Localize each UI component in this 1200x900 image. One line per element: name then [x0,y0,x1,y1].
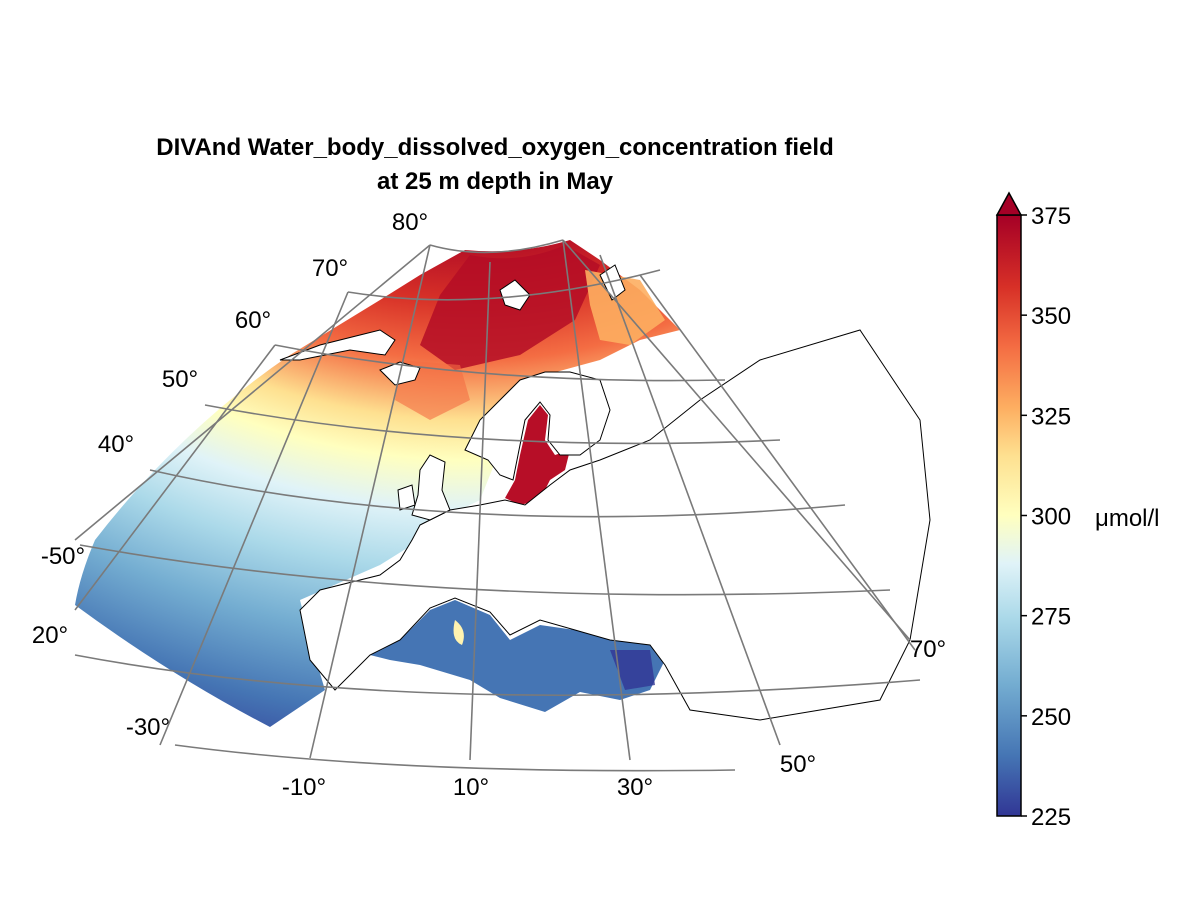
svalbard [499,279,531,311]
lat-label-70: 70° [312,255,348,282]
lon-label-minus10: -10° [282,774,326,801]
figure-title-line-2: at 25 m depth in May [376,168,614,195]
parallel-10 [174,744,736,772]
sector-boundary-left [74,244,431,541]
meridian-w10 [309,244,431,759]
lat-label-20: 20° [32,622,68,649]
lon-label-50: 50° [780,751,816,778]
mediterranean-sea [370,600,665,712]
longitude-labels: -30° -10° 10° 30° 50° 70° [126,636,946,801]
colorbar-extend-triangle [995,191,1023,216]
parallel-20 [74,654,921,697]
sector-boundary-right [562,239,911,641]
lat-label-80: 80° [392,209,428,236]
lat-label-60: 60° [235,307,271,334]
scandinavia [464,371,611,481]
lat-label-50: 50° [162,366,198,393]
parallel-70 [347,269,661,301]
colorbar-ticks: 375 350 325 300 275 250 225 [1021,203,1071,831]
figure-title-line-1: DIVAnd Water_body_dissolved_oxygen_conce… [156,134,834,161]
colorbar-tick-label: 300 [1031,504,1071,531]
meridian-e30 [562,239,631,761]
colorbar-tick-label: 250 [1031,704,1071,731]
ireland [397,484,416,511]
meridian-e50 [599,254,781,746]
parallel-80 [429,239,564,254]
colorbar-tick-label: 225 [1031,804,1071,831]
colorbar-body [996,214,1022,817]
lat-label-minus50: -50° [41,543,85,570]
meridian-e10 [469,261,491,761]
europe-mainland [299,329,931,721]
parallel-40 [149,469,846,518]
meridian-e70 [639,274,916,651]
parallel-30 [79,544,891,596]
meridian-w30 [159,291,349,746]
parallel-60 [274,344,726,382]
lon-label-10: 10° [453,774,489,801]
colorbar-tick-label: 375 [1031,203,1071,230]
parallel-50 [204,404,781,445]
meridian-w50 [74,344,276,611]
colorbar-tick-label: 275 [1031,604,1071,631]
latitude-labels: 80° 70° 60° 50° 40° -50° 20° [32,209,428,649]
lon-label-70: 70° [910,636,946,663]
land-areas [279,264,931,721]
lon-label-minus30: -30° [126,714,170,741]
graticule [74,239,921,772]
greenland-coast [279,329,396,361]
colorbar-unit-label: μmol/l [1095,505,1160,532]
lon-label-30: 30° [617,774,653,801]
british-isles [411,454,451,521]
colorbar: 375 350 325 300 275 250 225 μmol/l [995,191,1160,831]
baltic-sea [505,405,570,505]
colorbar-tick-label: 350 [1031,303,1071,330]
lat-label-40: 40° [98,431,134,458]
colorbar-tick-label: 325 [1031,403,1071,430]
